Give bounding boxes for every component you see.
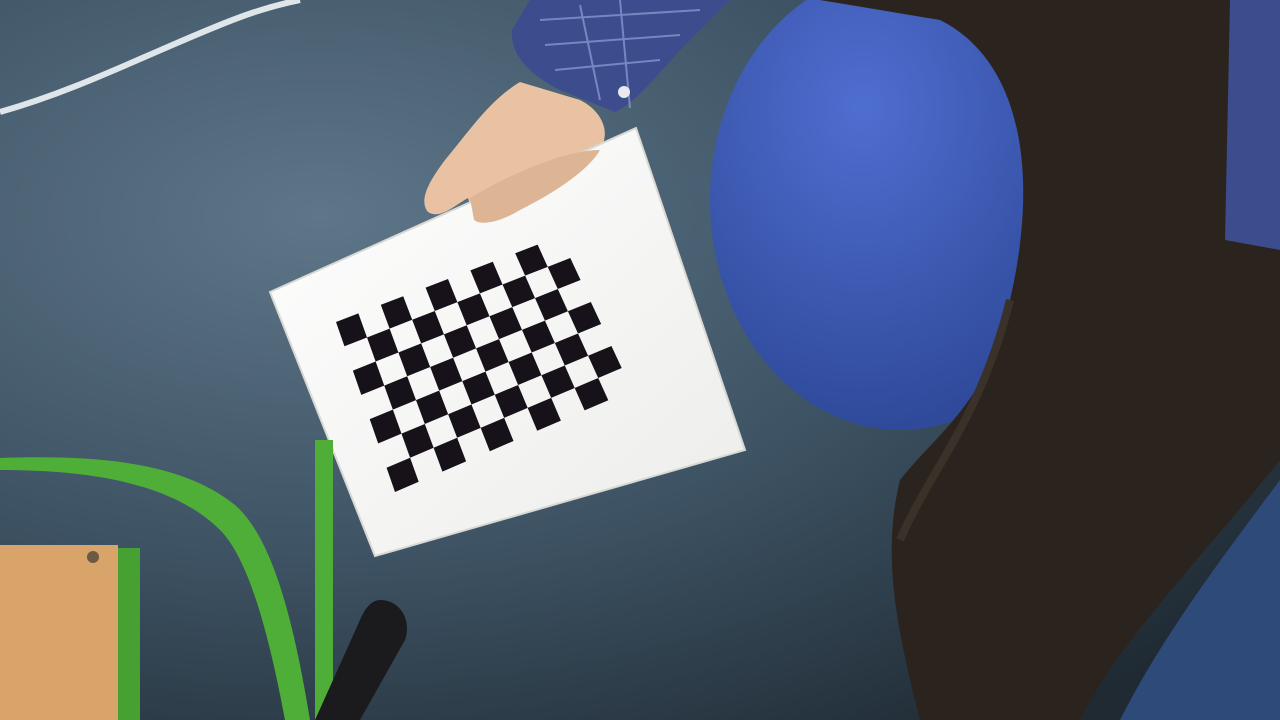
chair-leg [315, 440, 333, 720]
checker-square [369, 409, 402, 444]
checker-square [433, 437, 467, 472]
black-stool-leg [315, 600, 408, 720]
chair-frame-curve [0, 457, 310, 720]
checker-square [416, 390, 449, 424]
shirt-edge-right [1225, 0, 1280, 250]
checker-square [502, 275, 536, 308]
hand-fingers [470, 150, 600, 223]
checker-square [494, 384, 528, 418]
checker-square [448, 404, 481, 438]
checker-square [508, 352, 542, 385]
checker-square [588, 346, 622, 378]
checkerboard-pattern [336, 244, 622, 492]
checker-square [541, 365, 575, 398]
sleeve-stripes [539, 0, 701, 109]
chair-bracket [118, 548, 140, 720]
checker-square [457, 293, 490, 326]
chair-seat-wood [0, 545, 118, 720]
checker-square [386, 457, 419, 492]
checker-square [554, 333, 589, 366]
checker-square [380, 296, 413, 329]
checker-square [515, 244, 548, 276]
checker-square [443, 325, 477, 358]
checker-square [480, 417, 514, 452]
calibration-board [268, 126, 747, 558]
checker-square [430, 357, 463, 391]
checker-square [352, 361, 385, 395]
checker-square [384, 376, 416, 410]
green-chair [0, 440, 333, 720]
checker-square [401, 423, 434, 458]
checker-square [398, 343, 431, 377]
chair-screw [87, 551, 99, 563]
floor-cable [0, 0, 301, 115]
trousers-leg [820, 0, 1280, 720]
shirt-sleeve [511, 0, 730, 112]
jeans-lower [1120, 480, 1280, 720]
checker-square [367, 328, 399, 362]
checker-square [462, 371, 495, 405]
checker-square [336, 313, 368, 347]
checker-square [535, 289, 568, 321]
checker-square [574, 377, 609, 411]
hand [424, 82, 605, 228]
checker-square [489, 307, 522, 340]
checker-square [547, 258, 581, 290]
checker-square [527, 397, 561, 431]
checker-square [567, 302, 602, 334]
blue-cushion [710, 0, 1090, 430]
trousers-highlight [896, 299, 1014, 542]
checker-square [470, 261, 503, 294]
checker-square [521, 320, 555, 353]
cuff-button [618, 86, 630, 98]
checker-square [412, 310, 444, 344]
checker-square [425, 279, 458, 311]
checker-square [476, 339, 509, 372]
